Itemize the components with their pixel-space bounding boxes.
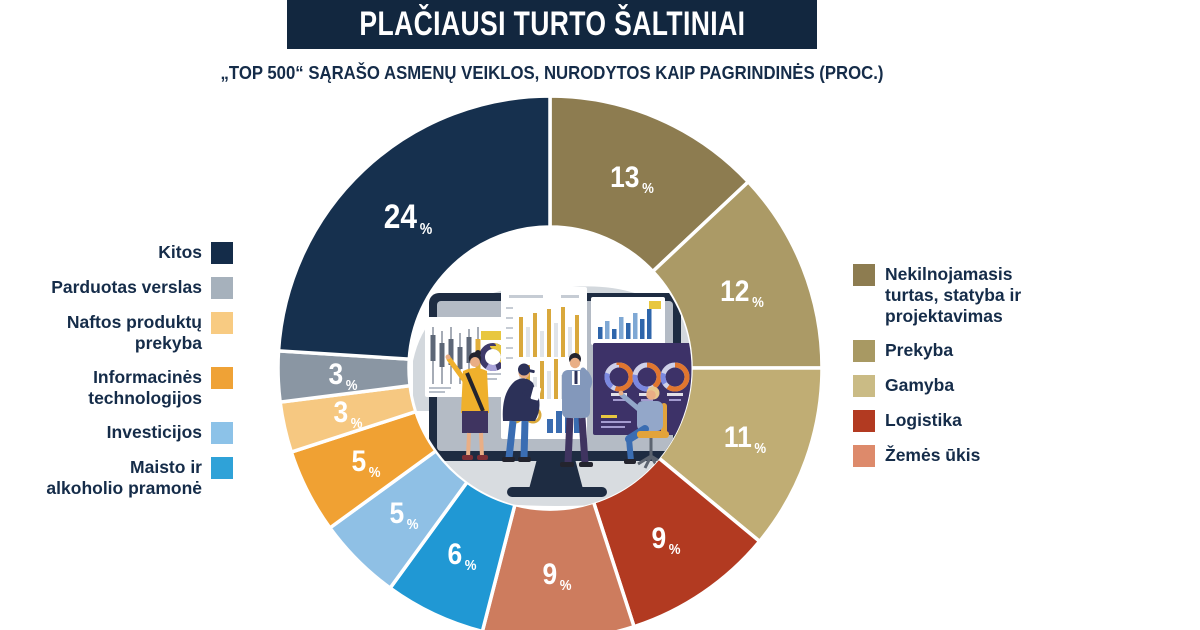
- chart-subtitle: „TOP 500“ SĄRAŠO ASMENŲ VEIKLOS, NURODYT…: [220, 63, 884, 83]
- legend-swatch: [211, 367, 233, 389]
- legend-item: Investicijos: [0, 422, 233, 444]
- legend-right: Nekilnojamasis turtas, statyba ir projekta…: [853, 264, 1153, 480]
- legend-item: Nekilnojamasis turtas, statyba ir projekta…: [853, 264, 1153, 327]
- title-banner: PLAČIAUSI TURTO ŠALTINIAI: [287, 0, 817, 49]
- page-title: PLAČIAUSI TURTO ŠALTINIAI: [359, 5, 745, 43]
- legend-item: Naftos produktų prekyba: [0, 312, 233, 354]
- legend-item: Žemės ūkis: [853, 445, 1153, 467]
- legend-label: Prekyba: [885, 340, 954, 360]
- legend-label: Maisto ir alkoholio pramonė: [46, 457, 202, 498]
- legend-swatch: [211, 312, 233, 334]
- legend-label: Logistika: [885, 410, 962, 430]
- upper-bars: [519, 307, 579, 357]
- legend-label: Informacinės technologijos: [88, 367, 202, 408]
- legend-item: Gamyba: [853, 375, 1153, 397]
- legend-item: Kitos: [0, 242, 233, 264]
- legend-swatch: [853, 375, 875, 397]
- legend-item: Prekyba: [853, 340, 1153, 362]
- legend-swatch: [853, 445, 875, 467]
- legend-label: Nekilnojamasis turtas, statyba ir projekta…: [885, 264, 1022, 326]
- legend-label: Naftos produktų prekyba: [66, 312, 202, 353]
- legend-item: Maisto ir alkoholio pramonė: [0, 457, 233, 499]
- person-sitting-figure: [618, 386, 669, 469]
- blue-bar-panel: [591, 297, 665, 345]
- person-blazer-figure: [560, 353, 593, 467]
- legend-item: Parduotas verslas: [0, 277, 233, 299]
- legend-swatch: [211, 457, 233, 479]
- donut-segment-kitos: [276, 94, 552, 361]
- legend-label: Žemės ūkis: [885, 445, 981, 465]
- legend-swatch: [853, 410, 875, 432]
- legend-swatch: [211, 242, 233, 264]
- legend-label: Parduotas verslas: [51, 277, 202, 297]
- legend-label: Kitos: [158, 242, 202, 262]
- person-pointing-figure: [445, 350, 489, 460]
- legend-label: Investicijos: [106, 422, 202, 442]
- legend-label: Gamyba: [885, 375, 955, 395]
- donut-gauge-panel: [593, 343, 692, 435]
- legend-swatch: [853, 340, 875, 362]
- legend-item: Informacinės technologijos: [0, 367, 233, 409]
- legend-swatch: [853, 264, 875, 286]
- legend-swatch: [211, 422, 233, 444]
- donut-segment--em-s-kis: [480, 500, 636, 630]
- legend-left: Kitos Parduotas verslas Naftos produktų pre…: [0, 242, 233, 512]
- legend-item: Logistika: [853, 410, 1153, 432]
- person-cap-figure: [502, 363, 542, 462]
- legend-swatch: [211, 277, 233, 299]
- analytics-illustration: [413, 286, 692, 506]
